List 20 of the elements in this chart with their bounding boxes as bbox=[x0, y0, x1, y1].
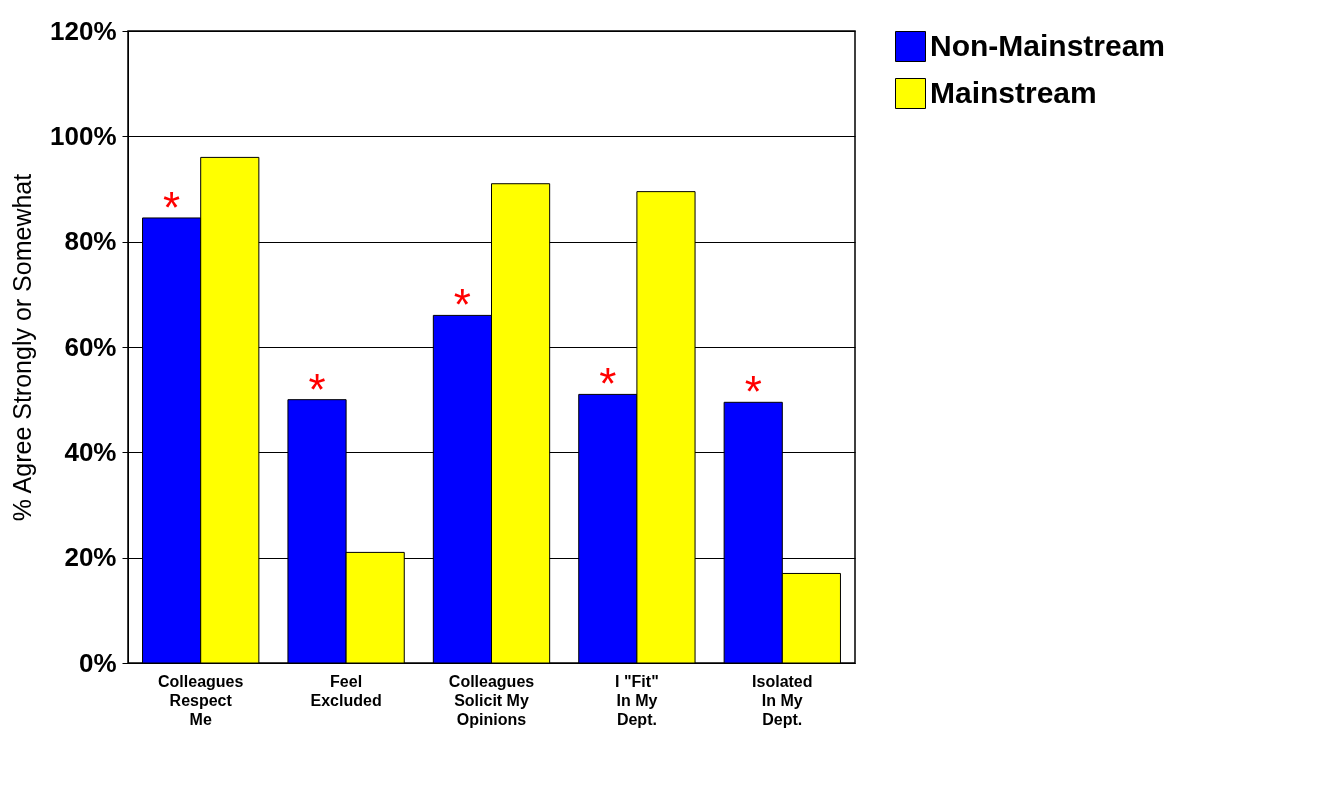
y-tick-label: 60% bbox=[64, 331, 117, 362]
x-tick-label: Colleagues Respect Me bbox=[158, 672, 244, 728]
y-tick-label: 100% bbox=[50, 120, 117, 151]
x-tick-label: Colleagues Solicit My Opinions bbox=[448, 672, 535, 728]
annotation: * bbox=[599, 359, 617, 409]
annotation: * bbox=[308, 364, 326, 414]
y-tick-label: 80% bbox=[64, 226, 117, 257]
y-tick-label: 120% bbox=[50, 15, 117, 46]
y-axis-title: % Agree Strongly or Somewhat bbox=[8, 173, 36, 522]
x-tick-label: I "Fit" In My Dept. bbox=[615, 672, 659, 728]
legend-label: Non-Mainstream bbox=[930, 28, 1166, 62]
x-tick-label: Isolated In My Dept. bbox=[752, 672, 813, 728]
annotation: * bbox=[744, 367, 762, 417]
y-tick-label: 40% bbox=[64, 436, 117, 467]
y-tick-label: 20% bbox=[64, 542, 117, 573]
y-tick-label: 0% bbox=[78, 647, 117, 678]
x-tick-label: Feel Excluded bbox=[310, 672, 382, 709]
annotation: * bbox=[163, 182, 181, 232]
annotation: * bbox=[453, 280, 471, 330]
legend-label: Mainstream bbox=[930, 75, 1097, 109]
